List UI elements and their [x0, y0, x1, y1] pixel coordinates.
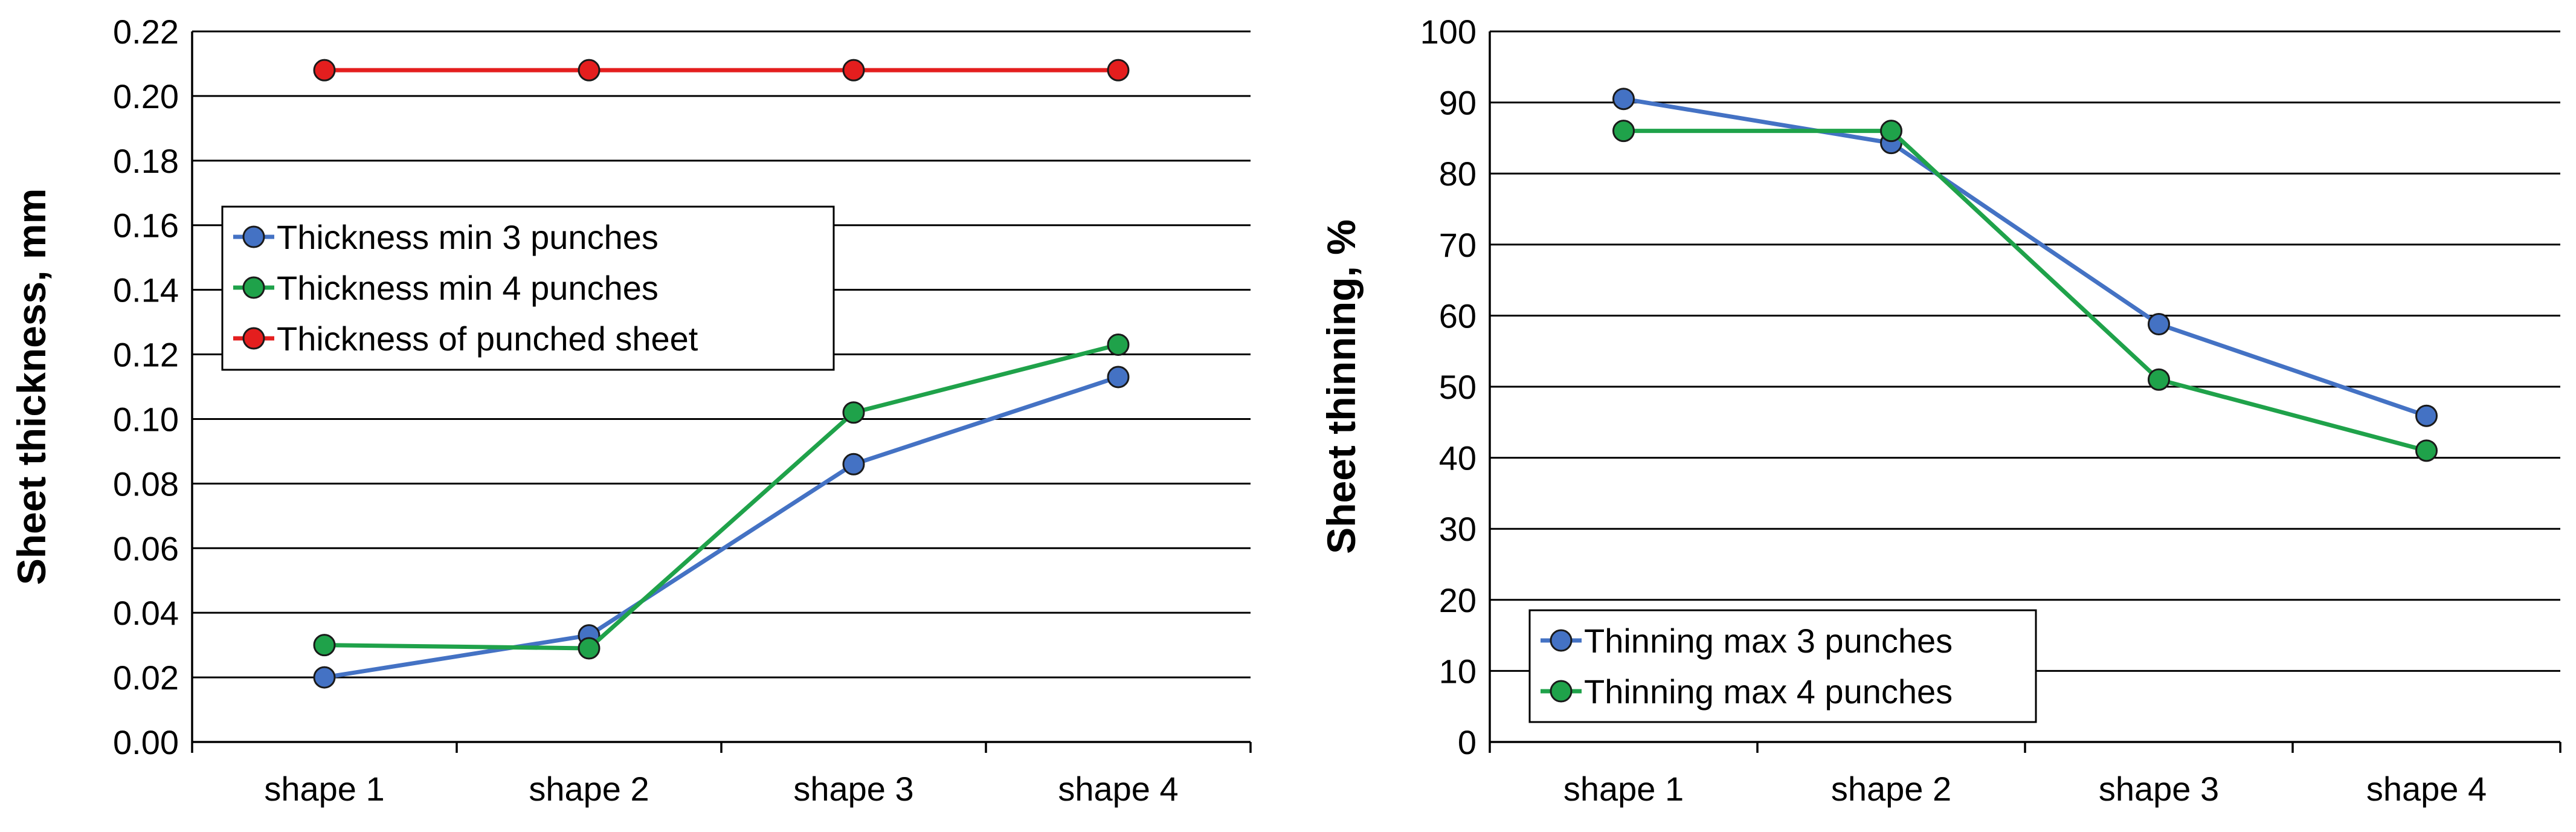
- data-point: [1107, 59, 1130, 82]
- y-tick-label: 0.10: [113, 400, 179, 438]
- x-tick-label: shape 2: [529, 770, 649, 808]
- series-line: [324, 375, 1119, 680]
- x-tick-label: shape 1: [264, 770, 384, 808]
- data-point: [2415, 439, 2438, 462]
- legend-marker: [242, 276, 265, 299]
- y-tick-label: 0: [1458, 723, 1476, 761]
- data-point: [2148, 313, 2170, 336]
- y-tick-label: 0.02: [113, 659, 179, 697]
- x-tick-label: shape 3: [2099, 770, 2219, 808]
- legend-label: Thinning max 3 punches: [1584, 622, 1953, 660]
- data-point: [1107, 334, 1130, 356]
- x-tick-label: shape 4: [2366, 770, 2487, 808]
- data-point: [842, 453, 865, 476]
- legend-box: [1528, 609, 2037, 723]
- data-point: [842, 59, 865, 82]
- y-tick-label: 0.06: [113, 529, 179, 567]
- y-tick-label: 10: [1439, 652, 1476, 690]
- data-point: [313, 634, 336, 657]
- legend-label: Thickness min 4 punches: [277, 269, 658, 307]
- y-tick-label: 0.14: [113, 271, 179, 309]
- data-point: [842, 401, 865, 424]
- x-tick-label: shape 2: [1831, 770, 1951, 808]
- y-tick-label: 0.18: [113, 142, 179, 180]
- series-line: [1623, 129, 2427, 453]
- y-axis-title: Sheet thinning, %: [1319, 219, 1364, 554]
- legend-label: Thickness of punched sheet: [277, 320, 698, 358]
- y-tick-label: 0.16: [113, 207, 179, 245]
- y-tick-label: 70: [1439, 226, 1476, 264]
- y-tick-label: 40: [1439, 439, 1476, 477]
- data-point: [313, 666, 336, 689]
- data-point: [1612, 120, 1635, 143]
- legend-marker: [242, 327, 265, 350]
- x-tick-label: shape 4: [1058, 770, 1178, 808]
- x-tick-label: shape 1: [1563, 770, 1684, 808]
- data-point: [578, 59, 601, 82]
- data-point: [1612, 88, 1635, 111]
- data-point: [1880, 120, 1902, 143]
- series-line: [324, 343, 1119, 651]
- thickness-chart: 0.00 0.02 0.04 0.06 0.08 0.10 0.12 0.14 0.16 0.18…: [9, 13, 1252, 808]
- y-tick-label: 30: [1439, 510, 1476, 548]
- series-line: [1623, 97, 2427, 418]
- y-tick-label: 0.04: [113, 594, 179, 632]
- data-point: [2415, 404, 2438, 427]
- x-tick-label: shape 3: [793, 770, 913, 808]
- legend-label: Thinning max 4 punches: [1584, 672, 1953, 711]
- data-point: [578, 637, 601, 660]
- legend-label: Thickness min 3 punches: [277, 218, 658, 256]
- legend-marker: [1550, 629, 1573, 652]
- y-tick-label: 80: [1439, 155, 1476, 193]
- y-tick-label: 60: [1439, 297, 1476, 335]
- legend-box: [221, 205, 835, 371]
- y-tick-label: 0.20: [113, 77, 179, 115]
- y-tick-label: 50: [1439, 368, 1476, 406]
- legend-marker: [242, 225, 265, 248]
- y-tick-label: 100: [1420, 13, 1476, 51]
- thinning-chart: 0 10 20 30 40 50 60 70 80 90 100 shape 1 shape 2 shap…: [1319, 13, 2562, 808]
- y-tick-label: 20: [1439, 581, 1476, 619]
- data-point: [2148, 368, 2170, 391]
- data-point: [1107, 366, 1130, 389]
- y-axis-title: Sheet thickness, mm: [9, 189, 54, 585]
- data-point: [313, 59, 336, 82]
- legend-marker: [1550, 680, 1573, 703]
- y-tick-label: 0.22: [113, 13, 179, 51]
- y-tick-label: 90: [1439, 84, 1476, 122]
- y-tick-label: 0.12: [113, 336, 179, 374]
- y-tick-label: 0.00: [113, 723, 179, 761]
- y-tick-label: 0.08: [113, 465, 179, 503]
